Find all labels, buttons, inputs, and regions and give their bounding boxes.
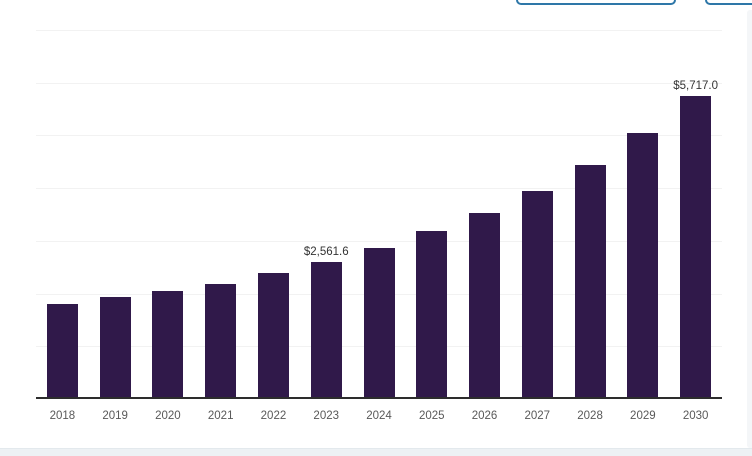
- bar-2018[interactable]: [46, 303, 78, 397]
- gridline: [36, 188, 722, 190]
- x-tick-2022: 2022: [260, 410, 287, 422]
- next-section-edge: [0, 448, 752, 456]
- bar-2026[interactable]: [469, 212, 501, 397]
- x-tick-2019: 2019: [102, 410, 128, 422]
- x-tick-2028: 2028: [577, 410, 603, 422]
- toolbar-button-1[interactable]: [516, 0, 676, 5]
- toolbar-button-2[interactable]: [705, 0, 752, 5]
- bar-2024[interactable]: [363, 248, 395, 397]
- x-tick-2018: 2018: [49, 410, 76, 422]
- x-axis-line: [36, 397, 722, 399]
- x-tick-2026: 2026: [471, 410, 498, 422]
- x-tick-2023: 2023: [313, 410, 340, 422]
- x-tick-2024: 2024: [366, 410, 392, 422]
- bar-2025[interactable]: [416, 230, 448, 397]
- data-label-2023: $2,561.6: [303, 245, 349, 258]
- gridline: [36, 30, 722, 31]
- gridline: [36, 82, 722, 84]
- bar-2020[interactable]: [152, 290, 184, 397]
- x-tick-2027: 2027: [524, 410, 551, 422]
- data-label-2030: $5,717.0: [673, 79, 718, 92]
- x-tick-2025: 2025: [418, 410, 445, 422]
- bar-chart: $2,561.6 $5,717.0: [36, 30, 722, 399]
- bar-2028[interactable]: [574, 164, 606, 397]
- gridline: [36, 240, 722, 242]
- x-tick-2029: 2029: [630, 410, 656, 422]
- x-tick-2020: 2020: [155, 410, 181, 422]
- bar-2019[interactable]: [99, 297, 131, 397]
- bar-2030[interactable]: [680, 95, 712, 397]
- bar-2029[interactable]: [627, 132, 659, 397]
- bar-2027[interactable]: [521, 190, 553, 397]
- adjacent-panel-edge: [747, 10, 752, 448]
- bar-2022[interactable]: [257, 273, 289, 397]
- x-tick-2030: 2030: [682, 410, 709, 422]
- gridline: [36, 135, 722, 137]
- x-tick-2021: 2021: [207, 410, 234, 422]
- bar-2023[interactable]: [310, 261, 342, 397]
- bar-2021[interactable]: [205, 284, 237, 397]
